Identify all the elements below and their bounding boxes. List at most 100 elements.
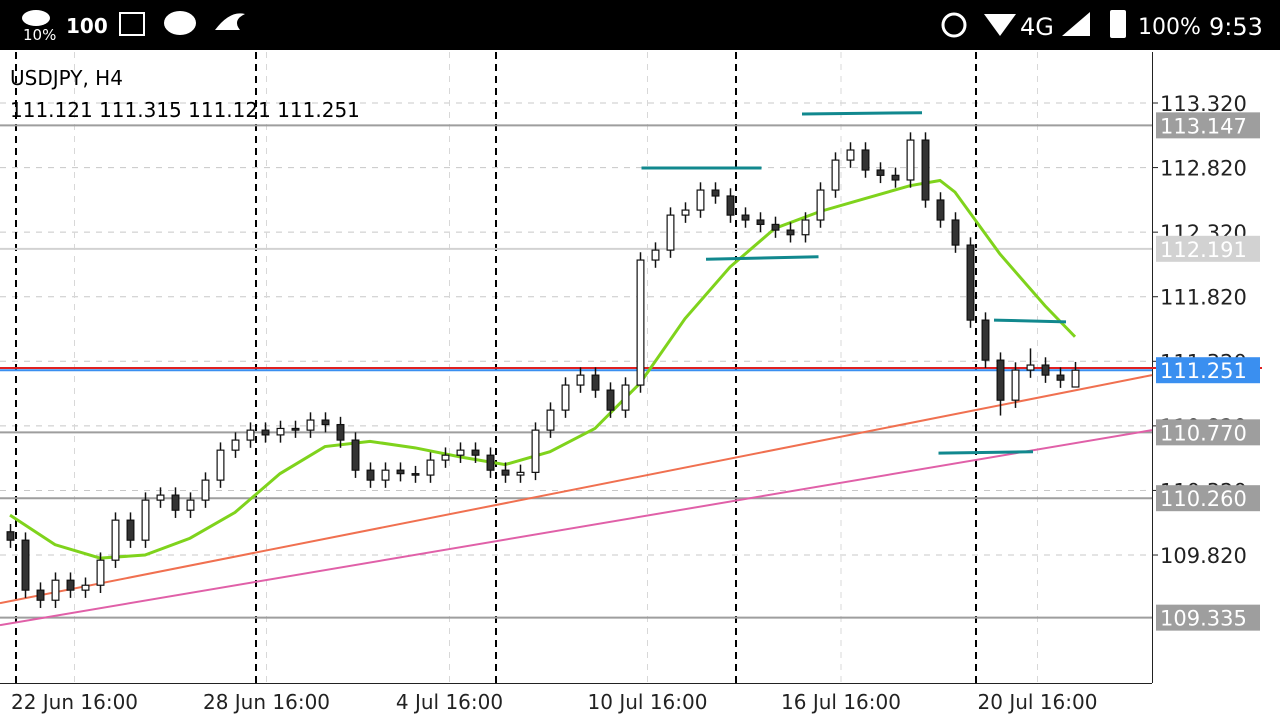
weather-icon bbox=[22, 10, 50, 26]
ohlc-text: 111.121 111.315 111.121 111.251 bbox=[10, 98, 360, 122]
price-label-box bbox=[1156, 604, 1260, 631]
candle-body bbox=[381, 469, 390, 481]
candle-body bbox=[336, 423, 345, 441]
signal-icon bbox=[1062, 12, 1090, 36]
candle-body bbox=[36, 589, 45, 601]
candle-body bbox=[936, 199, 945, 221]
candle-body bbox=[456, 449, 465, 456]
candle-body bbox=[756, 219, 765, 226]
candle-body bbox=[726, 195, 735, 216]
plot bbox=[0, 52, 1262, 683]
candle-body bbox=[171, 494, 180, 511]
y-tick-label: 111.820 bbox=[1160, 286, 1247, 310]
candle-body bbox=[516, 471, 525, 476]
candle-body bbox=[801, 219, 810, 236]
wifi-icon bbox=[984, 14, 1016, 36]
candle-body bbox=[966, 244, 975, 321]
candle-body bbox=[711, 189, 720, 197]
candle-body bbox=[1011, 369, 1020, 401]
candle-body bbox=[906, 139, 915, 181]
candle-body bbox=[606, 389, 615, 411]
candle-body bbox=[291, 427, 300, 431]
candle-body bbox=[846, 149, 855, 161]
candle-body bbox=[861, 149, 870, 171]
y-tick-label: 112.820 bbox=[1160, 157, 1247, 181]
x-tick-label: 16 Jul 16:00 bbox=[781, 690, 901, 714]
candle-body bbox=[156, 494, 165, 501]
candle-body bbox=[1026, 364, 1035, 371]
bird-icon bbox=[215, 13, 245, 30]
candle-body bbox=[471, 449, 480, 456]
horizontal-segment bbox=[938, 450, 1034, 455]
x-tick-label: 28 Jun 16:00 bbox=[203, 690, 330, 714]
price-label-box bbox=[1156, 235, 1260, 262]
candle-body bbox=[231, 439, 240, 451]
candle-body bbox=[741, 214, 750, 221]
trendline bbox=[0, 429, 1153, 627]
price-label-box bbox=[1156, 357, 1260, 384]
candle-body bbox=[996, 359, 1005, 401]
candle-body bbox=[411, 473, 420, 476]
candle-body bbox=[81, 584, 90, 591]
candle-body bbox=[261, 429, 270, 436]
candle-body bbox=[651, 249, 660, 261]
candle-body bbox=[1056, 374, 1065, 381]
image-icon bbox=[119, 12, 145, 36]
candle-body bbox=[51, 579, 60, 601]
candle-body bbox=[816, 189, 825, 221]
candle-body bbox=[66, 579, 75, 591]
candle-body bbox=[306, 419, 315, 431]
candle-body bbox=[981, 319, 990, 361]
candle-body bbox=[366, 469, 375, 481]
candle-body bbox=[666, 214, 675, 251]
moving-average bbox=[9, 178, 1077, 560]
candle-body bbox=[531, 429, 540, 473]
candle-body bbox=[831, 159, 840, 191]
y-tick-label: 113.320 bbox=[1160, 92, 1247, 116]
battery-icon bbox=[1110, 10, 1126, 38]
price-label: 111.251 bbox=[1160, 359, 1247, 383]
candle-body bbox=[21, 539, 30, 591]
candle-body bbox=[546, 409, 555, 431]
candle-body bbox=[96, 559, 105, 586]
candle-body bbox=[696, 189, 705, 211]
candle-body bbox=[876, 169, 885, 176]
candle-body bbox=[591, 374, 600, 391]
y-tick-label: 109.820 bbox=[1160, 544, 1247, 568]
price-label: 112.191 bbox=[1160, 238, 1247, 262]
network-text: 4G bbox=[1020, 13, 1054, 41]
price-label: 109.335 bbox=[1160, 607, 1247, 631]
battery-text: 100% bbox=[1138, 15, 1201, 40]
candle-body bbox=[786, 229, 795, 236]
candle-body bbox=[771, 223, 780, 231]
horizontal-segment bbox=[801, 111, 923, 116]
candle-body bbox=[141, 499, 150, 541]
candle-body bbox=[246, 429, 255, 441]
price-label: 110.770 bbox=[1160, 421, 1247, 445]
trendline bbox=[0, 374, 1153, 605]
candle-body bbox=[621, 384, 630, 411]
horizontal-segment bbox=[993, 318, 1067, 324]
candle-body bbox=[186, 499, 195, 511]
candle-body bbox=[111, 519, 120, 561]
chart-title: USDJPY, H4 bbox=[10, 66, 123, 90]
candle-body bbox=[426, 459, 435, 476]
price-label-box bbox=[1156, 419, 1260, 446]
badge-text: 100 bbox=[66, 14, 108, 38]
price-label: 113.147 bbox=[1160, 114, 1247, 138]
line-icon bbox=[164, 11, 196, 35]
candle-body bbox=[486, 454, 495, 471]
candle-body bbox=[276, 427, 285, 436]
candle-body bbox=[441, 454, 450, 461]
candle-body bbox=[576, 374, 585, 386]
candle-body bbox=[396, 469, 405, 475]
candle-body bbox=[636, 259, 645, 386]
status-bar bbox=[0, 0, 1280, 50]
candle-body bbox=[681, 209, 690, 216]
candle-body bbox=[1071, 369, 1080, 388]
candle-body bbox=[891, 174, 900, 181]
candle-body bbox=[501, 469, 510, 476]
x-tick-label: 10 Jul 16:00 bbox=[588, 690, 708, 714]
